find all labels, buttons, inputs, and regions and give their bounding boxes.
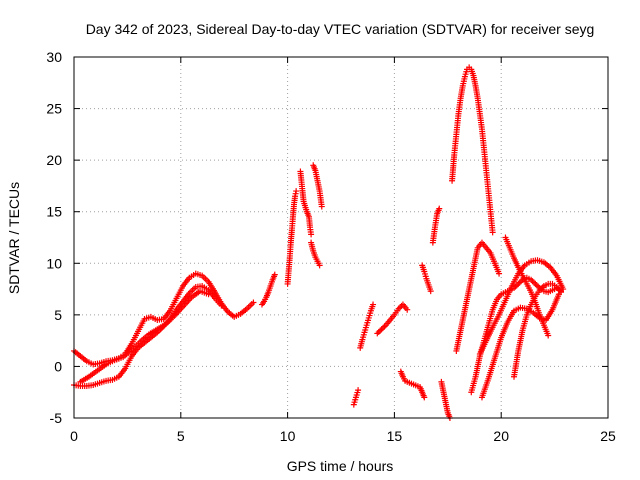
data-point — [404, 306, 411, 313]
series-track-n — [468, 274, 565, 396]
data-point — [380, 324, 387, 331]
series-track-c — [77, 288, 212, 385]
x-tick-label: 5 — [177, 428, 185, 444]
series-track-d — [258, 271, 278, 308]
grid — [74, 57, 608, 418]
data-point — [308, 231, 315, 238]
x-tick-label: 10 — [280, 428, 296, 444]
data-point — [533, 282, 540, 289]
series-track-r — [502, 234, 552, 339]
series-track-o — [476, 257, 567, 358]
data-point — [271, 271, 278, 278]
y-tick-label: 15 — [46, 204, 62, 220]
series-track-j — [397, 368, 428, 401]
data-point — [375, 329, 382, 336]
y-tick-label: 10 — [46, 255, 62, 271]
y-tick-label: 30 — [46, 49, 62, 65]
x-axis-ticks: 0 5 10 15 20 25 — [70, 57, 616, 444]
data-points — [71, 64, 567, 421]
data-point — [558, 289, 565, 296]
series-track-l — [438, 64, 496, 421]
x-axis-label: GPS time / hours — [287, 458, 394, 474]
plot-frame — [73, 56, 609, 419]
data-point — [355, 387, 362, 394]
data-point — [316, 262, 323, 269]
series-track-f — [297, 162, 325, 238]
data-point — [218, 302, 225, 309]
data-point — [532, 280, 539, 287]
data-point — [421, 394, 428, 401]
y-tick-label: 0 — [54, 358, 62, 374]
data-point — [318, 203, 325, 210]
x-tick-label: 15 — [387, 428, 403, 444]
data-point — [516, 279, 523, 286]
data-point — [370, 301, 377, 308]
x-tick-label: 25 — [600, 428, 616, 444]
data-point — [496, 270, 503, 277]
data-point — [530, 279, 537, 286]
y-tick-label: -5 — [50, 410, 63, 426]
x-tick-label: 20 — [493, 428, 509, 444]
y-tick-label: 25 — [46, 101, 62, 117]
series-track-e — [284, 188, 300, 287]
data-point — [377, 327, 384, 334]
y-axis-label: SDTVAR / TECUs — [6, 182, 22, 294]
chart-title: Day 342 of 2023, Sidereal Day-to-day VTE… — [86, 21, 595, 37]
data-point — [293, 188, 300, 195]
data-point — [436, 205, 443, 212]
series-track-a — [71, 270, 257, 368]
y-axis-ticks: -5 0 5 10 15 20 25 30 — [46, 49, 608, 426]
y-tick-label: 20 — [46, 152, 62, 168]
data-point — [545, 332, 552, 339]
data-point — [205, 291, 212, 298]
series-track-p — [478, 291, 562, 401]
data-point — [381, 323, 388, 330]
data-point — [427, 288, 434, 295]
series-track-h — [350, 301, 377, 408]
y-tick-label: 5 — [54, 307, 62, 323]
data-point — [250, 299, 257, 306]
x-tick-label: 0 — [70, 428, 78, 444]
series-track-m — [453, 239, 503, 354]
data-point — [374, 330, 381, 337]
data-point — [397, 304, 404, 311]
series-track-k — [419, 205, 443, 295]
data-point — [513, 282, 520, 289]
data-point — [378, 326, 385, 333]
series-track-i — [374, 301, 411, 337]
series-track-g — [308, 239, 323, 269]
data-point — [489, 229, 496, 236]
